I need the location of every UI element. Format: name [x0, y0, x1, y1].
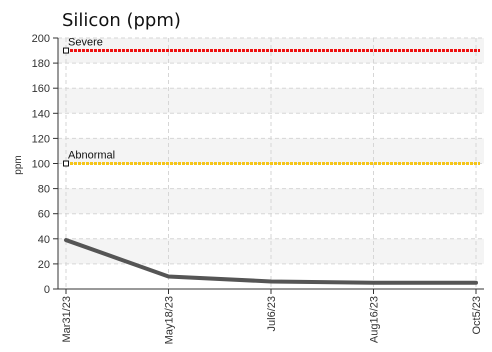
x-tick-label: Oct5/23	[471, 296, 483, 335]
data-point	[167, 274, 170, 278]
threshold-lines: Severe Abnormal	[63, 37, 480, 167]
x-tick-label: May18/23	[164, 296, 176, 344]
y-tick-label: 40	[38, 234, 50, 246]
data-point	[269, 279, 273, 283]
y-tick-label: 200	[32, 33, 50, 45]
threshold-marker	[63, 47, 69, 54]
threshold-label: Abnormal	[68, 150, 115, 162]
chart-title: Silicon (ppm)	[62, 10, 181, 31]
y-tick-label: 100	[32, 159, 50, 171]
data-point	[372, 281, 375, 285]
x-tick-labels: Mar31/23 May18/23 Jul6/23 Aug16/23 Oct5/23	[61, 296, 483, 344]
y-tick-label: 80	[38, 184, 50, 196]
threshold-label: Severe	[68, 37, 103, 49]
y-tick-label: 60	[38, 209, 50, 221]
data-point	[474, 281, 478, 285]
y-tick-label: 160	[32, 83, 50, 95]
y-tick-label: 120	[32, 133, 50, 145]
series-lines	[64, 238, 478, 285]
axes	[53, 37, 484, 294]
x-tick-label: Jul6/23	[266, 296, 278, 331]
x-tick-label: Aug16/23	[369, 296, 381, 343]
data-point	[64, 238, 68, 242]
y-tick-label: 140	[32, 108, 50, 120]
y-tick-label: 0	[44, 284, 50, 296]
y-tick-labels: 0 20 40 60 80 100 120 140 160 180 200	[32, 33, 50, 296]
y-axis-label: ppm	[13, 155, 24, 174]
threshold-marker	[63, 160, 69, 167]
x-tick-label: Mar31/23	[61, 296, 73, 342]
y-tick-label: 20	[38, 259, 50, 271]
y-tick-label: 180	[32, 58, 50, 70]
